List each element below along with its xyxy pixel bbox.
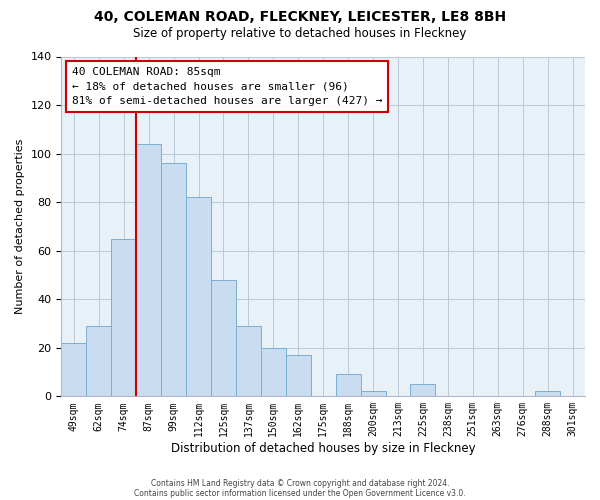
Bar — [186, 198, 211, 396]
Bar — [111, 238, 136, 396]
Bar — [410, 384, 436, 396]
Text: Size of property relative to detached houses in Fleckney: Size of property relative to detached ho… — [133, 28, 467, 40]
Bar — [261, 348, 286, 397]
Bar — [361, 392, 386, 396]
Y-axis label: Number of detached properties: Number of detached properties — [15, 138, 25, 314]
Bar — [161, 164, 186, 396]
Bar — [535, 392, 560, 396]
Text: Contains HM Land Registry data © Crown copyright and database right 2024.: Contains HM Land Registry data © Crown c… — [151, 478, 449, 488]
Bar — [86, 326, 111, 396]
Bar — [136, 144, 161, 397]
Text: Contains public sector information licensed under the Open Government Licence v3: Contains public sector information licen… — [134, 488, 466, 498]
X-axis label: Distribution of detached houses by size in Fleckney: Distribution of detached houses by size … — [171, 442, 476, 455]
Text: 40, COLEMAN ROAD, FLECKNEY, LEICESTER, LE8 8BH: 40, COLEMAN ROAD, FLECKNEY, LEICESTER, L… — [94, 10, 506, 24]
Bar — [286, 355, 311, 397]
Bar — [211, 280, 236, 396]
Text: 40 COLEMAN ROAD: 85sqm
← 18% of detached houses are smaller (96)
81% of semi-det: 40 COLEMAN ROAD: 85sqm ← 18% of detached… — [72, 66, 382, 106]
Bar — [61, 343, 86, 396]
Bar — [335, 374, 361, 396]
Bar — [236, 326, 261, 396]
